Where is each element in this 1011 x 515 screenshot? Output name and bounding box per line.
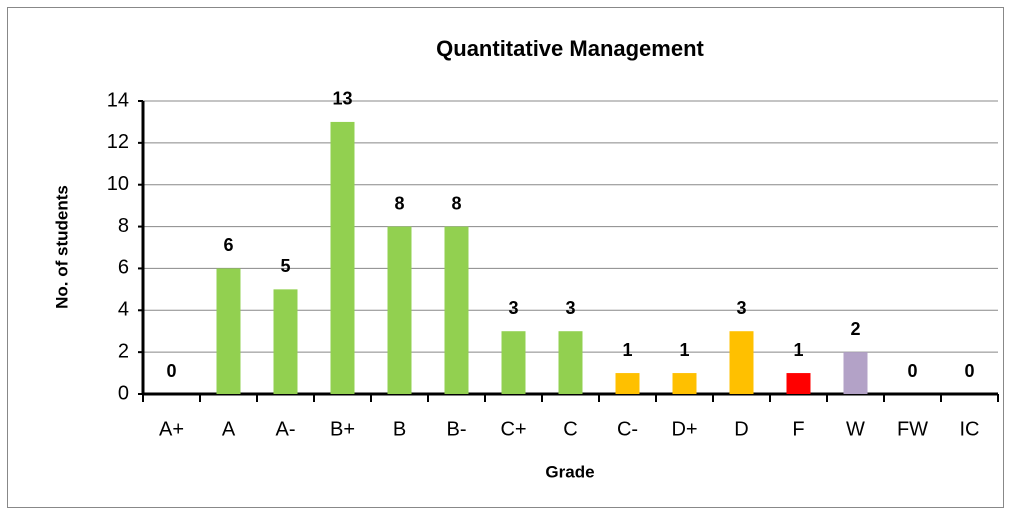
y-axis-label: No. of students xyxy=(52,185,71,309)
data-label: 8 xyxy=(451,193,461,213)
chart-border xyxy=(7,7,1004,508)
data-label: 13 xyxy=(332,89,352,109)
x-tick-label: D+ xyxy=(671,418,697,440)
x-tick-label: D xyxy=(734,418,748,440)
x-tick-label: C+ xyxy=(500,418,526,440)
x-tick-label: C- xyxy=(617,418,638,440)
bar xyxy=(501,331,526,394)
y-tick-label: 14 xyxy=(107,89,129,111)
data-label: 8 xyxy=(394,193,404,213)
data-label: 1 xyxy=(793,340,803,360)
data-label: 3 xyxy=(508,298,518,318)
data-label: 6 xyxy=(223,235,233,255)
x-tick-label: A xyxy=(222,418,236,440)
x-tick-label: B xyxy=(393,418,406,440)
y-tick-label: 12 xyxy=(107,131,129,153)
bar xyxy=(843,352,868,394)
y-tick-label: 2 xyxy=(118,340,129,362)
y-tick-label: 4 xyxy=(118,299,129,321)
bar xyxy=(672,373,697,394)
bar xyxy=(558,331,583,394)
data-label: 0 xyxy=(907,361,917,381)
y-tick-label: 6 xyxy=(118,257,129,279)
x-tick-label: A- xyxy=(276,418,296,440)
x-tick-label: B+ xyxy=(330,418,355,440)
bar xyxy=(786,373,811,394)
bar xyxy=(729,331,754,394)
y-tick-label: 8 xyxy=(118,215,129,237)
x-tick-label: F xyxy=(792,418,804,440)
x-tick-label: IC xyxy=(960,418,980,440)
y-tick-label: 10 xyxy=(107,173,129,195)
data-label: 0 xyxy=(964,361,974,381)
x-axis-label: Grade xyxy=(545,462,594,481)
x-tick-label: C xyxy=(563,418,577,440)
data-label: 3 xyxy=(565,298,575,318)
chart-title: Quantitative Management xyxy=(436,36,704,61)
data-label: 3 xyxy=(736,298,746,318)
x-tick-label: W xyxy=(846,418,865,440)
bar xyxy=(273,289,298,394)
x-tick-label: B- xyxy=(447,418,467,440)
bar xyxy=(615,373,640,394)
bar xyxy=(330,121,355,394)
x-tick-label: FW xyxy=(897,418,928,440)
data-label: 1 xyxy=(622,340,632,360)
data-label: 5 xyxy=(280,256,290,276)
data-label: 0 xyxy=(166,361,176,381)
bar xyxy=(444,226,469,394)
bar xyxy=(216,268,241,394)
data-label: 2 xyxy=(850,319,860,339)
bar xyxy=(387,226,412,394)
data-label: 1 xyxy=(679,340,689,360)
y-tick-label: 0 xyxy=(118,382,129,404)
x-tick-label: A+ xyxy=(159,418,184,440)
